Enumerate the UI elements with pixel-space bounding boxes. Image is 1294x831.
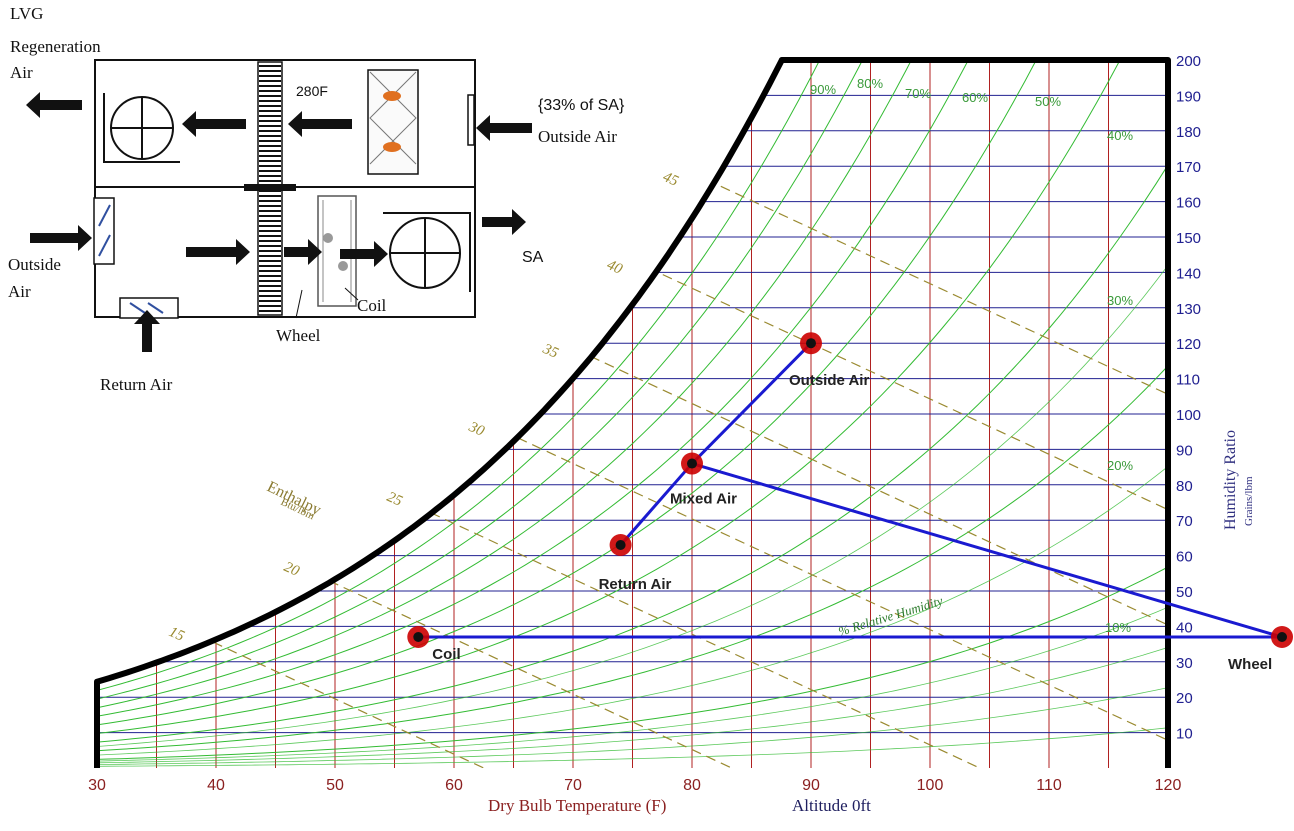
state-point-label: Wheel — [1228, 656, 1272, 673]
x-tick-label: 120 — [1155, 777, 1182, 794]
y-tick-label: 20 — [1176, 690, 1193, 707]
enthalpy-value-label: 35 — [539, 341, 561, 362]
state-point-label: Return Air — [599, 576, 672, 593]
wheel-seal — [244, 184, 296, 191]
state-point-label: Mixed Air — [670, 491, 737, 508]
y-tick-label: 60 — [1176, 549, 1193, 566]
enthalpy-value-label: 30 — [465, 419, 487, 440]
outside-air-damper-left — [94, 198, 114, 264]
y-tick-label: 170 — [1176, 159, 1201, 176]
enthalpy-value-label: 45 — [660, 169, 681, 190]
x-tick-label: 30 — [88, 777, 106, 794]
state-point-center — [1277, 632, 1287, 642]
enthalpy-line — [97, 473, 732, 768]
state-point-label: Outside Air — [789, 372, 869, 389]
enthalpy-line — [97, 588, 484, 768]
lvg-label-line3: Air — [10, 63, 33, 82]
supply-air-arrow — [482, 209, 526, 235]
enthalpy-value-label: 20 — [281, 559, 302, 580]
exhaust-fan-icon — [104, 93, 180, 162]
wheel-leader — [296, 290, 302, 318]
enthalpy-value-label: 25 — [384, 489, 405, 510]
rh-label: 50% — [1035, 94, 1061, 109]
process-line — [692, 464, 1282, 637]
state-point-center — [806, 338, 816, 348]
rh-label: 80% — [857, 76, 883, 91]
outside-air-left-line2: Air — [8, 282, 31, 301]
x-tick-label: 40 — [207, 777, 225, 794]
rh-label: 70% — [905, 86, 931, 101]
regeneration-heater-icon — [368, 70, 418, 174]
outside-air-damper-top — [468, 95, 474, 145]
air-handler-schematic: LVG Regeneration Air 280F {33% of SA} Ou… — [8, 4, 625, 394]
regen-arrow-to-wheel — [288, 111, 352, 137]
x-tick-label: 60 — [445, 777, 463, 794]
exhaust-arrow — [26, 92, 82, 118]
rh-label: 40% — [1107, 128, 1133, 143]
rh-label: 10% — [1105, 620, 1131, 635]
lvg-label-line2: Regeneration — [10, 37, 101, 56]
y-tick-label: 30 — [1176, 655, 1193, 672]
coil-label: Coil — [357, 296, 387, 315]
regen-arrow-to-fan — [182, 111, 246, 137]
outside-air-top-arrow — [476, 115, 532, 141]
sa-pct-label: {33% of SA} — [538, 97, 625, 114]
rh-axis-label: % Relative Humidity — [836, 593, 944, 639]
y-tick-label: 40 — [1176, 619, 1193, 636]
rh-label: 20% — [1107, 458, 1133, 473]
y-tick-label: 150 — [1176, 230, 1201, 247]
supply-fan-icon — [383, 213, 470, 292]
outside-air-left-arrow — [30, 225, 92, 251]
y-tick-label: 50 — [1176, 584, 1193, 601]
y-tick-label: 140 — [1176, 265, 1201, 282]
state-point-center — [616, 540, 626, 550]
y-tick-label: 120 — [1176, 336, 1201, 353]
y-tick-label: 70 — [1176, 513, 1193, 530]
x-tick-labels: 30 40 50 60 70 80 90 100 110 120 — [88, 777, 1181, 794]
return-air-label: Return Air — [100, 375, 173, 394]
process-arrow-to-wheel — [186, 239, 250, 265]
wheel-label: Wheel — [276, 326, 321, 345]
y-axis-units: Grains/lbm — [1243, 476, 1255, 526]
y-tick-label: 200 — [1176, 53, 1201, 70]
y-tick-label: 190 — [1176, 88, 1201, 105]
enthalpy-value-labels: 15 20 25 30 35 40 45 — [166, 169, 681, 645]
y-tick-label: 160 — [1176, 195, 1201, 212]
rh-label: 60% — [962, 90, 988, 105]
state-point-label: Coil — [432, 646, 460, 663]
x-tick-label: 70 — [564, 777, 582, 794]
process-arrow-through-wheel — [284, 239, 322, 265]
enthalpy-value-label: 15 — [166, 624, 187, 645]
lvg-label-line1: LVG — [10, 4, 43, 23]
y-tick-label: 90 — [1176, 442, 1193, 459]
y-tick-label: 10 — [1176, 726, 1193, 743]
altitude-label: Altitude 0ft — [792, 796, 871, 815]
outside-air-left-line1: Outside — [8, 255, 61, 274]
y-tick-label: 80 — [1176, 478, 1193, 495]
rh-label: 30% — [1107, 293, 1133, 308]
x-tick-label: 100 — [917, 777, 944, 794]
state-point-center — [687, 459, 697, 469]
x-tick-label: 50 — [326, 777, 344, 794]
y-tick-label: 100 — [1176, 407, 1201, 424]
y-tick-label: 110 — [1176, 372, 1200, 389]
y-tick-labels: 10 20 30 40 50 60 70 80 90 100 110 120 130 140 150 160 1… — [1176, 53, 1201, 743]
rh-label: 90% — [810, 82, 836, 97]
x-tick-label: 90 — [802, 777, 820, 794]
enthalpy-line — [97, 242, 1228, 768]
state-point-center — [413, 632, 423, 642]
y-tick-label: 180 — [1176, 124, 1201, 141]
sa-label: SA — [522, 249, 544, 266]
x-axis-label: Dry Bulb Temperature (F) — [488, 796, 666, 815]
outside-air-top-label: Outside Air — [538, 127, 617, 146]
x-tick-label: 110 — [1036, 777, 1062, 794]
x-tick-label: 80 — [683, 777, 701, 794]
y-tick-label: 130 — [1176, 301, 1201, 318]
enthalpy-value-label: 40 — [604, 257, 625, 278]
temp-label: 280F — [296, 83, 328, 99]
y-axis-label: Humidity Ratio — [1222, 430, 1239, 530]
